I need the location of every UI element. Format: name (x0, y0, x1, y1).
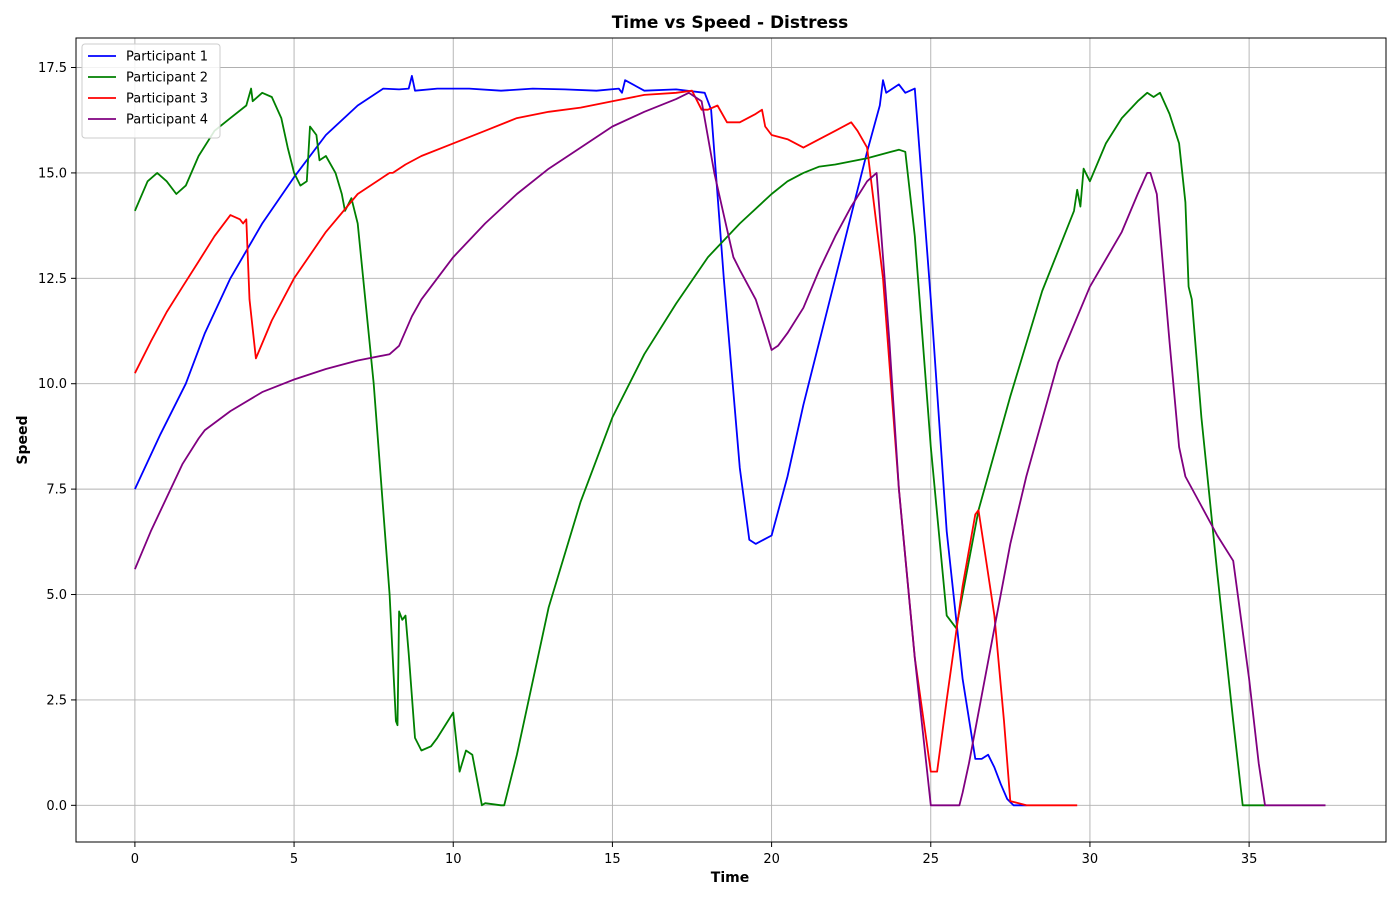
x-tick-label: 30 (1082, 852, 1099, 867)
chart-title: Time vs Speed - Distress (612, 13, 849, 33)
y-axis-title: Speed (15, 415, 31, 464)
y-tick-label: 15.0 (38, 166, 67, 181)
y-tick-label: 12.5 (38, 272, 67, 287)
x-tick-label: 20 (763, 852, 780, 867)
series-line-participant-2 (134, 87, 1265, 807)
legend-label-participant-4: Participant 4 (126, 113, 208, 128)
plot-frame (75, 37, 1387, 843)
y-tick-label: 5.0 (46, 588, 67, 603)
legend: Participant 1 Participant 2 Participant 3 P… (81, 43, 221, 139)
grid (76, 38, 1386, 842)
y-tick-label: 2.5 (46, 693, 67, 708)
legend-label-participant-2: Participant 2 (126, 71, 208, 86)
x-tick-label: 15 (604, 852, 621, 867)
y-tick-label: 17.5 (38, 61, 67, 76)
series-line-participant-1 (134, 75, 1027, 807)
x-tick-label: 0 (131, 852, 139, 867)
x-tick-label: 25 (922, 852, 939, 867)
series-group (134, 75, 1326, 807)
x-tick-label: 5 (290, 852, 298, 867)
y-tick-label: 7.5 (46, 483, 67, 498)
legend-label-participant-1: Participant 1 (126, 50, 208, 65)
series-line-participant-3 (134, 89, 1078, 807)
x-tick-label: 10 (445, 852, 462, 867)
y-tick-label: 0.0 (46, 799, 67, 814)
axis-ticks: 0 5 10 15 20 25 30 35 0.0 2.5 5.0 7.5 10.0 12.5 15.0 17… (38, 61, 1257, 867)
y-tick-label: 10.0 (38, 377, 67, 392)
legend-box (81, 43, 221, 139)
legend-label-participant-3: Participant 3 (126, 92, 208, 107)
series-line-participant-4 (134, 91, 1326, 807)
x-tick-label: 35 (1241, 852, 1258, 867)
x-axis-title: Time (711, 870, 749, 886)
